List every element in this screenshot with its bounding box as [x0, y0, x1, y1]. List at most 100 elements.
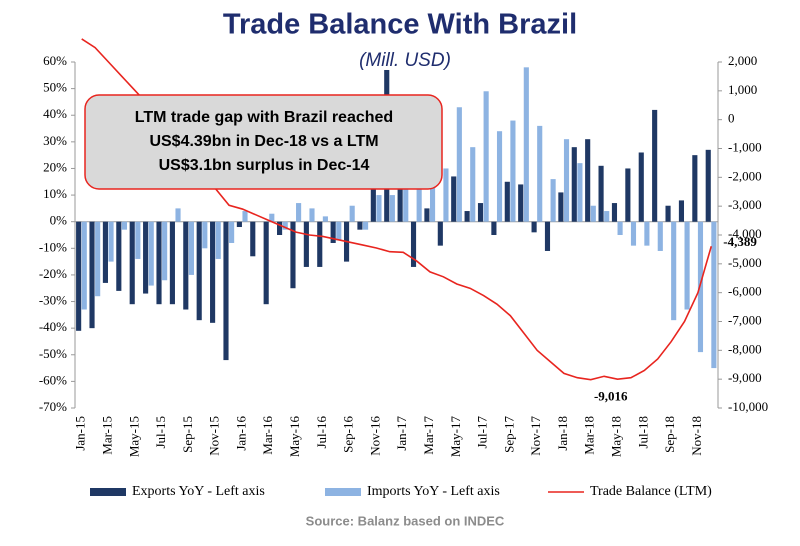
bar: [470, 147, 476, 222]
bar: [510, 120, 516, 222]
bar: [322, 216, 328, 222]
annotation-text: US$4.39bn in Dec-18 vs a LTM: [149, 133, 378, 150]
bar: [590, 205, 596, 222]
bar: [236, 221, 242, 228]
y-tick-label: 40%: [43, 106, 67, 121]
y-tick-label: -70%: [39, 399, 67, 414]
bar: [196, 221, 202, 321]
bar: [169, 221, 175, 305]
y2-tick-label: -2,000: [728, 168, 762, 183]
y-tick-label: -50%: [39, 346, 67, 361]
bar: [410, 221, 417, 267]
y-tick-label: 10%: [43, 186, 67, 201]
bar: [357, 221, 363, 230]
bar: [143, 221, 149, 294]
x-tick-label: Nov-16: [367, 416, 382, 456]
bar: [585, 139, 591, 222]
bar: [202, 221, 208, 249]
bar: [464, 211, 470, 222]
chart-title: Trade Balance With Brazil: [223, 9, 577, 41]
bar: [263, 221, 269, 305]
x-tick-label: Nov-17: [528, 416, 543, 456]
bar: [250, 221, 256, 257]
bar: [108, 221, 114, 262]
bar: [443, 168, 449, 222]
y2-tick-label: -5,000: [728, 255, 762, 270]
annotation-text: LTM trade gap with Brazil reached: [135, 109, 393, 126]
x-tick-label: Sep-15: [180, 416, 195, 453]
y-tick-label: -20%: [39, 266, 67, 281]
y-tick-label: -60%: [39, 372, 67, 387]
x-tick-label: Mar-15: [99, 416, 114, 455]
y-tick-label: 30%: [43, 133, 67, 148]
x-tick-label: Mar-18: [582, 416, 597, 455]
x-tick-label: May-17: [448, 416, 463, 458]
bar: [424, 208, 430, 222]
bar: [617, 221, 623, 235]
y2-tick-label: -4,000: [728, 226, 762, 241]
bar: [638, 152, 644, 222]
bar: [282, 221, 288, 230]
bar: [437, 221, 443, 246]
bar: [531, 221, 537, 233]
bar: [563, 139, 570, 222]
bar: [215, 221, 221, 259]
bar: [630, 221, 637, 246]
x-tick-label: Nov-15: [207, 416, 222, 456]
bar: [577, 163, 583, 222]
bar: [296, 203, 302, 222]
annotation-box: [84, 94, 443, 190]
data-label: -4,389: [723, 234, 757, 249]
bar: [363, 221, 369, 230]
y2-tick-label: -9,000: [728, 370, 762, 385]
y2-tick-label: 2,000: [728, 53, 757, 68]
bar: [156, 221, 162, 305]
y2-tick-label: -6,000: [728, 284, 762, 299]
bar: [456, 107, 462, 222]
y-tick-label: -40%: [39, 319, 67, 334]
x-tick-label: Jan-16: [233, 416, 248, 451]
bar: [135, 221, 141, 259]
x-tick-label: May-16: [287, 416, 302, 458]
legend-label: Trade Balance (LTM): [590, 484, 712, 499]
bar: [611, 203, 618, 222]
bar: [571, 147, 577, 222]
bar: [403, 168, 409, 222]
legend-swatch: [325, 488, 361, 496]
bar: [242, 211, 248, 222]
bar: [162, 221, 168, 281]
bar: [598, 165, 604, 222]
bar: [116, 221, 122, 291]
bar: [550, 179, 556, 222]
y2-tick-label: -8,000: [728, 341, 762, 356]
bar: [269, 213, 275, 222]
bar: [429, 184, 436, 222]
x-tick-label: Nov-18: [689, 416, 704, 456]
bar: [303, 221, 309, 267]
bar: [697, 221, 704, 353]
x-tick-label: Mar-16: [260, 416, 275, 455]
x-tick-label: Jul-18: [635, 416, 650, 449]
bar: [671, 221, 677, 321]
bar: [496, 131, 503, 222]
bar: [504, 181, 510, 222]
bar: [376, 195, 382, 222]
bar: [537, 125, 543, 222]
x-tick-label: Jul-17: [475, 415, 490, 448]
annotation-text: US$3.1bn surplus in Dec-14: [159, 157, 370, 174]
bar: [451, 176, 457, 222]
y-tick-label: 0%: [50, 213, 68, 228]
x-tick-label: May-15: [126, 416, 141, 457]
legend-swatch: [90, 488, 126, 496]
bar: [604, 211, 610, 222]
bar: [183, 221, 189, 310]
bar: [290, 221, 296, 289]
bar: [102, 221, 108, 283]
legend-label: Exports YoY - Left axis: [132, 484, 265, 499]
bar: [518, 184, 524, 222]
bar: [210, 221, 216, 323]
bar: [309, 208, 315, 222]
bar: [349, 205, 355, 222]
bar: [483, 91, 489, 222]
